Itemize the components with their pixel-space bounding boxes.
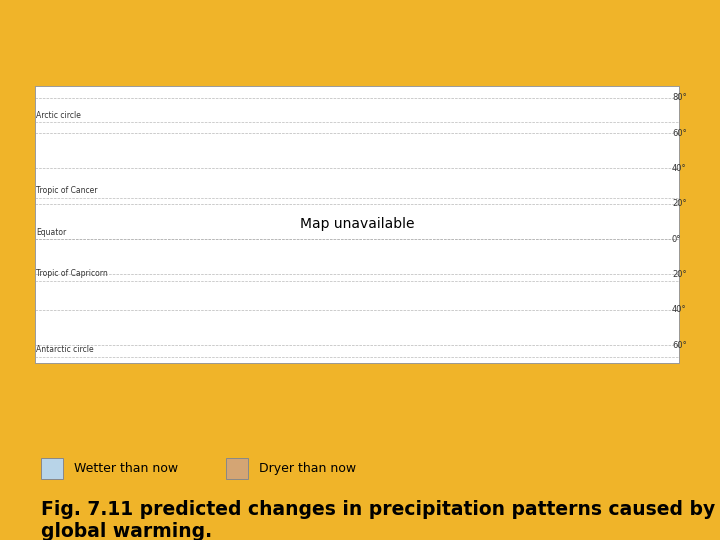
Text: Tropic of Capricorn: Tropic of Capricorn: [36, 269, 108, 279]
Text: Antarctic circle: Antarctic circle: [36, 346, 94, 354]
Text: Dryer than now: Dryer than now: [258, 462, 356, 475]
Text: 80°: 80°: [672, 93, 687, 103]
Text: 60°: 60°: [672, 341, 687, 349]
Text: Arctic circle: Arctic circle: [36, 111, 81, 119]
Text: Equator: Equator: [36, 228, 66, 237]
Text: 20°: 20°: [672, 199, 687, 208]
Text: Map unavailable: Map unavailable: [300, 217, 414, 231]
Text: Wetter than now: Wetter than now: [73, 462, 178, 475]
Text: 40°: 40°: [672, 164, 687, 173]
Text: 40°: 40°: [672, 305, 687, 314]
Text: Tropic of Cancer: Tropic of Cancer: [36, 186, 98, 195]
Text: 20°: 20°: [672, 270, 687, 279]
Bar: [42, 458, 63, 478]
Bar: [227, 458, 248, 478]
Text: 60°: 60°: [672, 129, 687, 138]
Text: 0°: 0°: [672, 234, 681, 244]
Text: Fig. 7.11 predicted changes in precipitation patterns caused by
global warming.: Fig. 7.11 predicted changes in precipita…: [42, 500, 716, 540]
